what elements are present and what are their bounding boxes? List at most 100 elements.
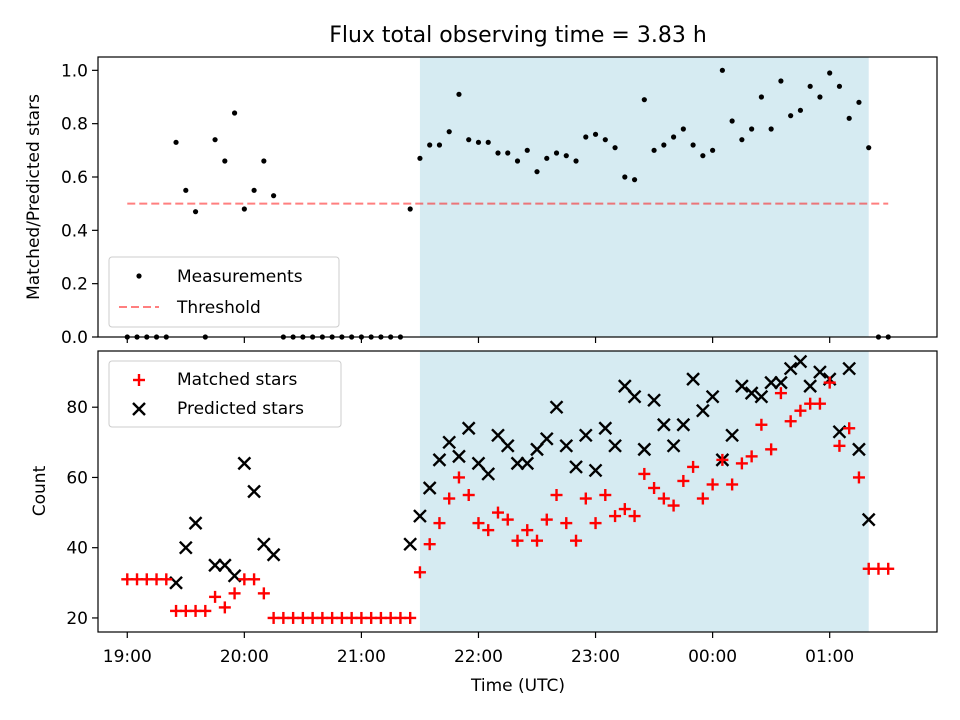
measurement-point bbox=[436, 142, 443, 148]
matched-star-point bbox=[160, 573, 173, 586]
bottom-legend-box bbox=[108, 360, 342, 428]
measurement-point bbox=[222, 158, 228, 164]
measurement-point bbox=[749, 126, 755, 132]
predicted-star-point bbox=[744, 386, 759, 400]
predicted-star-point bbox=[188, 516, 203, 530]
predicted-star-point bbox=[432, 453, 447, 467]
predicted-star-point bbox=[471, 456, 486, 471]
measurement-point bbox=[778, 78, 784, 84]
measurement-point bbox=[680, 126, 686, 132]
top-y-ticks: 0.0 0.2 0.4 0.6 0.8 1.0 bbox=[61, 61, 98, 348]
measurement-point bbox=[631, 177, 638, 183]
predicted-star-point bbox=[861, 512, 876, 527]
matched-star-point bbox=[218, 601, 231, 614]
x-axis-label: Time (UTC) bbox=[470, 676, 565, 696]
predicted-star-point bbox=[696, 403, 710, 418]
measurement-point bbox=[544, 155, 550, 161]
predicted-star-point bbox=[647, 393, 661, 408]
legend-marker-matched-stars bbox=[133, 374, 145, 386]
matched-star-point bbox=[228, 587, 241, 600]
measurement-point bbox=[836, 83, 843, 89]
predicted-star-point bbox=[637, 442, 652, 457]
measurement-point bbox=[192, 209, 199, 215]
top-legend: Measurements Threshold bbox=[108, 256, 340, 328]
measurement-point bbox=[670, 134, 677, 140]
matched-star-point bbox=[794, 404, 807, 417]
matched-star-point bbox=[472, 517, 485, 530]
predicted-star-point bbox=[257, 537, 271, 552]
predicted-star-point bbox=[491, 428, 505, 443]
measurement-point bbox=[827, 70, 833, 76]
x-tick-label: 00:00 bbox=[688, 647, 737, 667]
top-y-tick-label: 1.0 bbox=[61, 61, 88, 81]
matched-star-point bbox=[726, 478, 739, 491]
legend-label-matched-stars: Matched stars bbox=[177, 370, 297, 390]
matched-star-point bbox=[833, 439, 846, 452]
measurement-point bbox=[456, 91, 462, 97]
predicted-star-point bbox=[803, 379, 818, 393]
bottom-y-axis-label: Count bbox=[30, 465, 50, 516]
predicted-star-point bbox=[178, 540, 193, 555]
bottom-y-tick-label: 20 bbox=[66, 609, 88, 629]
predicted-star-point bbox=[266, 547, 281, 562]
predicted-star-point bbox=[686, 372, 700, 386]
x-tick-label: 22:00 bbox=[454, 647, 503, 667]
predicted-star-point bbox=[510, 456, 525, 471]
matched-star-point bbox=[599, 489, 612, 502]
matched-star-point bbox=[521, 524, 534, 537]
measurement-point bbox=[427, 142, 433, 148]
predicted-star-point bbox=[783, 361, 798, 376]
top-panel: 0.0 0.2 0.4 0.6 0.8 1.0 Matched/Predicted sta… bbox=[24, 56, 938, 348]
matched-star-point bbox=[706, 478, 719, 491]
matched-star-point bbox=[716, 453, 729, 466]
measurement-point bbox=[700, 153, 706, 159]
predicted-star-point bbox=[442, 435, 457, 450]
predicted-star-point bbox=[217, 558, 232, 573]
matched-star-point bbox=[413, 566, 426, 579]
measurement-point bbox=[583, 134, 589, 140]
matched-star-point bbox=[589, 517, 602, 530]
top-axes-frame bbox=[97, 56, 938, 338]
x-tick-label: 19:00 bbox=[103, 647, 152, 667]
bottom-legend: Matched stars Predicted stars bbox=[108, 360, 342, 428]
x-tick-label: 01:00 bbox=[805, 647, 854, 667]
top-y-tick-label: 0.8 bbox=[61, 115, 88, 135]
predicted-star-point bbox=[793, 354, 808, 369]
matched-star-point bbox=[784, 415, 797, 428]
matched-star-point bbox=[443, 492, 456, 505]
predicted-star-point bbox=[764, 375, 778, 390]
bottom-axes-frame bbox=[97, 350, 938, 633]
predicted-star-point bbox=[237, 456, 252, 471]
bottom-y-tick-label: 80 bbox=[66, 398, 88, 418]
legend-label-threshold: Threshold bbox=[176, 298, 261, 318]
predicted-star-point bbox=[247, 484, 261, 499]
matched-star-point bbox=[531, 534, 544, 547]
matched-star-point bbox=[550, 489, 563, 502]
measurement-point bbox=[768, 126, 774, 132]
bottom-y-tick-label: 60 bbox=[66, 468, 88, 488]
predicted-star-point bbox=[842, 361, 857, 376]
measurement-point bbox=[690, 142, 696, 148]
measurement-point bbox=[573, 158, 579, 164]
matched-star-point bbox=[209, 590, 222, 603]
predicted-star-point bbox=[774, 375, 788, 390]
predicted-star-point bbox=[656, 417, 671, 432]
matched-star-point bbox=[696, 492, 709, 505]
measurement-point bbox=[710, 147, 716, 153]
legend-label-measurements: Measurements bbox=[177, 267, 303, 287]
matched-star-point bbox=[657, 492, 670, 505]
predicted-star-point bbox=[666, 438, 681, 453]
predicted-star-point bbox=[403, 537, 418, 552]
measurement-point bbox=[856, 99, 862, 105]
measurement-point bbox=[241, 206, 247, 212]
predicted-star-point bbox=[813, 365, 827, 379]
measurement-point bbox=[602, 137, 608, 143]
measurement-point bbox=[661, 142, 667, 148]
measurement-point bbox=[446, 129, 452, 135]
bottom-panel: 20 40 60 80 19:00 20:00 21:00 22:00 23:00 00:00 0… bbox=[30, 350, 938, 696]
matched-star-point bbox=[501, 513, 514, 526]
predicted-star-point bbox=[422, 481, 437, 495]
measurement-point bbox=[407, 206, 413, 212]
matched-star-point bbox=[560, 517, 573, 530]
predicted-star-point bbox=[598, 421, 613, 436]
